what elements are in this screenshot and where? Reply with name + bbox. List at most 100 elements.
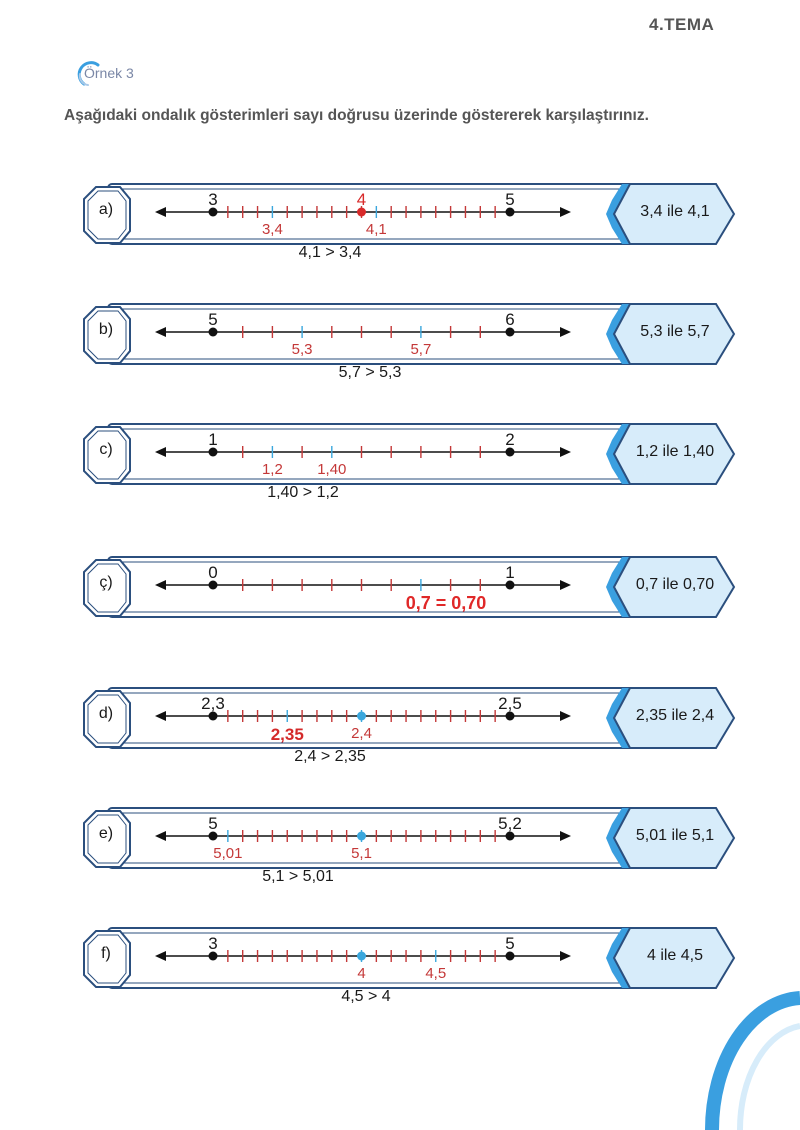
row-letter: ç)	[99, 574, 113, 591]
number-line-row: c) 1,2 ile 1,40 1 2 1,2 1,40 1,40 > 1,2	[0, 412, 800, 502]
point-label: 4,5	[425, 965, 447, 982]
row-letter: e)	[98, 825, 114, 842]
number-line-row: e) 5,01 ile 5,1 5 5,2 5,01 5,1 5,1 > 5,01	[0, 796, 800, 886]
answer-box-text: 3,4 ile 4,1	[640, 203, 710, 220]
left-arrow	[155, 327, 166, 337]
answer-box	[612, 687, 736, 749]
mid-point	[357, 831, 366, 841]
mid-label: 4	[356, 190, 367, 209]
frame-outer	[107, 807, 669, 869]
point-label: 2,35	[270, 725, 304, 744]
start-label: 2,3	[201, 694, 225, 713]
letter-octagon-inner	[87, 934, 127, 984]
point-label: 5,01	[213, 845, 243, 862]
answer-box-text: 5,3 ile 5,7	[640, 323, 710, 340]
letter-octagon	[83, 930, 131, 988]
comparison-text: 5,7 > 5,3	[338, 364, 402, 381]
swirl-icon	[77, 61, 100, 86]
point-label: 5,3	[291, 341, 313, 358]
letter-octagon	[83, 186, 131, 244]
start-point	[208, 711, 218, 721]
answer-box	[612, 303, 736, 365]
start-label: 5	[208, 310, 218, 329]
end-label: 1	[505, 563, 515, 582]
number-line-row: ç) 0,7 ile 0,70 0 1 0,7 = 0,70	[0, 545, 800, 635]
example-badge: Örnek 3	[68, 56, 188, 96]
end-point	[505, 327, 515, 337]
point-label: 3,4	[261, 221, 283, 238]
comparison-text: 0,7 = 0,70	[405, 593, 487, 613]
instruction-text: Aşağıdaki ondalık gösterimleri sayı doğr…	[64, 107, 649, 124]
letter-octagon	[83, 306, 131, 364]
number-line-graphic	[83, 807, 736, 869]
frame-inner	[113, 812, 663, 864]
right-arrow	[560, 951, 571, 961]
point-label: 5,1	[351, 845, 372, 862]
number-line-row: f) 4 ile 4,5 3 5 4 4,5 4,5 > 4	[0, 916, 800, 1006]
answer-box	[612, 423, 736, 485]
point-label: 4,1	[365, 221, 387, 238]
frame-outer	[107, 556, 669, 618]
end-point	[505, 207, 515, 217]
row-letter: a)	[98, 201, 114, 218]
mid-point	[357, 207, 366, 217]
right-arrow	[560, 327, 571, 337]
point-label: 2,4	[351, 725, 372, 742]
letter-octagon-inner	[87, 563, 127, 613]
start-point	[208, 327, 218, 337]
start-label: 1	[208, 430, 218, 449]
row-letter: c)	[99, 441, 113, 458]
letter-octagon-inner	[87, 430, 127, 480]
right-arrow	[560, 711, 571, 721]
start-point	[208, 447, 218, 457]
frame-inner	[113, 428, 663, 480]
theme-header: 4.TEMA	[649, 15, 715, 34]
row-letter: b)	[98, 321, 114, 338]
number-line-graphic	[83, 687, 736, 749]
number-line-graphic	[83, 556, 736, 618]
letter-octagon	[83, 810, 131, 868]
frame-outer	[107, 183, 669, 245]
end-point	[505, 831, 515, 841]
letter-octagon	[83, 559, 131, 617]
frame-inner	[113, 188, 663, 240]
point-label: 1,2	[261, 461, 283, 478]
start-point	[208, 831, 218, 841]
start-point	[208, 580, 218, 590]
answer-box	[612, 183, 736, 245]
frame-inner	[113, 932, 663, 984]
mid-point	[357, 951, 366, 961]
point-label: 4	[357, 965, 366, 982]
number-line-row: d) 2,35 ile 2,4 2,3 2,5 2,35 2,4 2,4 > 2,35	[0, 676, 800, 766]
right-arrow	[560, 447, 571, 457]
comparison-text: 4,1 > 3,4	[298, 244, 362, 261]
frame-outer	[107, 303, 669, 365]
end-label: 5,2	[498, 814, 522, 833]
number-line-row: a) 3,4 ile 4,1 3 5 4 3,4 4,1 4,1 > 3,4	[0, 172, 800, 262]
start-point	[208, 951, 218, 961]
number-line-graphic	[83, 303, 736, 365]
end-label: 6	[505, 310, 515, 329]
right-arrow	[560, 580, 571, 590]
left-arrow	[155, 711, 166, 721]
point-label: 5,7	[410, 341, 432, 358]
end-point	[505, 447, 515, 457]
frame-inner	[113, 561, 663, 613]
left-arrow	[155, 831, 166, 841]
letter-octagon	[83, 690, 131, 748]
letter-octagon	[83, 426, 131, 484]
point-label: 1,40	[317, 461, 347, 478]
right-arrow	[560, 207, 571, 217]
end-label: 5	[505, 934, 515, 953]
number-line-graphic	[83, 423, 736, 485]
start-label: 0	[208, 563, 218, 582]
right-arrow	[560, 831, 571, 841]
answer-box	[612, 807, 736, 869]
frame-inner	[113, 692, 663, 744]
left-arrow	[155, 207, 166, 217]
comparison-text: 4,5 > 4	[341, 988, 391, 1005]
example-title: Örnek 3	[84, 65, 134, 81]
frame-outer	[107, 687, 669, 749]
answer-box-text: 1,2 ile 1,40	[635, 443, 715, 460]
frame-inner	[113, 308, 663, 360]
